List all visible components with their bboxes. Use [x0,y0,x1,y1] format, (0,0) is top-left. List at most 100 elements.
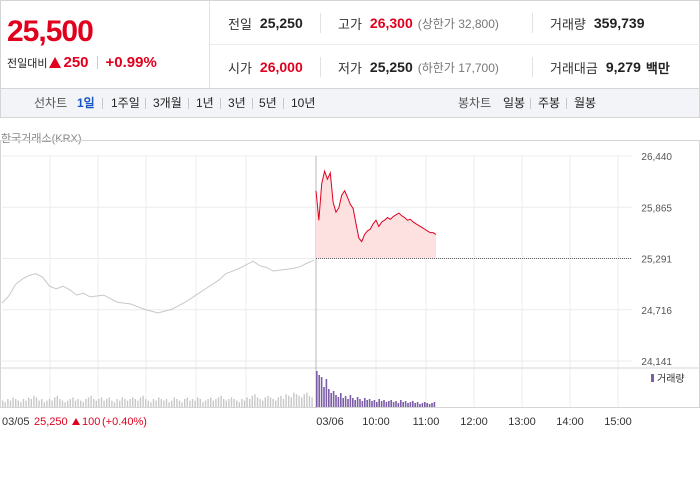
lower-limit: (하한가 17,700) [417,60,499,75]
volume-bar-prev [67,400,69,407]
prev-session-up-icon [72,418,80,425]
volume-bar-prev [282,399,285,407]
volume-bars [2,371,436,407]
open-label: 시가 [228,60,252,76]
volume-bar-today [397,403,400,407]
toolbar-divider [530,98,531,109]
period-1d[interactable]: 1일 [77,96,95,110]
volume-legend-swatch [651,374,654,382]
volume-bar-prev [51,400,53,407]
period-1y[interactable]: 1년 [196,96,214,110]
volume-bar-prev [207,399,209,407]
volume-bar-today [316,371,318,407]
volume-bar-today [361,401,364,407]
volume-bar-today [378,399,380,407]
volume-bar-prev [186,397,188,407]
volume-bar-prev [290,397,292,407]
price-lines [1,169,632,314]
volume-bar-prev [251,395,253,407]
x-tick-label: 14:00 [556,416,584,428]
volume-bar-prev [249,399,251,407]
prev-close-label: 전일 [228,16,252,32]
volume-bar-prev [56,395,58,407]
volume-bar-today [349,395,352,407]
volume-bar-prev [189,400,191,407]
volume-bar-prev [30,399,32,407]
amount-unit: 백만 [645,60,670,76]
volume-bar-prev [132,397,134,407]
volume-bar-prev [72,397,74,407]
volume-bar-prev [4,402,6,407]
period-3y[interactable]: 3년 [228,96,246,110]
volume-bar-prev [100,397,103,407]
volume-bar-prev [217,397,220,407]
chart-toolbar: 선차트 1일 1주일 3개월 1년 3년 5년 10년 봉차트 일봉 주봉 월봉 [0,88,700,118]
volume-bar-today [320,377,323,407]
candle-daily[interactable]: 일봉 [503,96,526,110]
period-10y[interactable]: 10년 [291,96,316,110]
volume-bar-prev [256,397,259,407]
volume-bar-today [354,400,356,407]
volume-bar-prev [269,397,272,407]
volume-bar-prev [82,402,84,407]
amount-value: 9,279 [605,59,641,75]
volume-bar-today [356,397,359,407]
volume-bar-prev [126,400,129,407]
prev-close-value: 25,250 [259,15,303,31]
prev-session-close: 25,250 [34,416,68,428]
volume-bar-prev [28,397,30,407]
current-price: 25,500 [7,15,94,48]
open-cell: 시가 26,000 [228,45,303,89]
volume-bar-prev [95,400,97,407]
volume-bar-today [433,402,436,407]
volume-bar-prev [12,397,14,407]
volume-bar-prev [74,400,77,407]
volume-bar-today [404,401,407,407]
high-label: 고가 [338,16,362,32]
intraday-chart: 26,440 25,865 25,291 24,716 24,141 거래량 03/06 10… [0,140,700,428]
volume-bar-prev [212,400,214,407]
period-5y[interactable]: 5년 [259,96,277,110]
candle-monthly[interactable]: 월봉 [574,96,597,110]
prev-session-pct: (+0.40%) [102,416,147,428]
volume-bar-today [371,401,373,407]
period-3m[interactable]: 3개월 [153,96,182,110]
volume-bar-prev [142,395,144,407]
volume-bar-today [428,404,431,407]
volume-bar-prev [69,399,71,407]
x-tick-label: 13:00 [508,416,536,428]
volume-bar-prev [2,400,4,407]
volume-legend-label: 거래량 [657,373,685,385]
volume-bar-prev [35,397,38,407]
y-tick-label: 25,291 [641,255,672,266]
volume-bar-prev [119,400,121,407]
volume-bar-prev [171,400,173,407]
volume-bar-prev [165,399,168,407]
toolbar-divider [145,98,146,109]
volume-value: 359,739 [593,15,645,31]
volume-bar-today [400,400,402,407]
volume-bar-prev [243,400,246,407]
volume-bar-prev [254,394,256,407]
volume-bar-prev [46,400,48,407]
volume-bar-prev [184,399,186,407]
volume-bar-today [388,401,390,407]
volume-bar-prev [108,397,110,407]
today-area-fill [316,171,436,259]
amount-label: 거래대금 [550,60,598,76]
volume-bar-prev [116,399,118,407]
info-row-1: 전일 25,250 고가 26,300 (상한가 32,800) 거래량 359… [210,1,700,45]
period-1w[interactable]: 1주일 [111,96,140,110]
toolbar-divider [283,98,284,109]
volume-bar-prev [106,399,108,407]
prev-session-date: 03/05 [2,416,30,428]
volume-bar-prev [210,397,212,407]
y-tick-label: 25,865 [641,203,672,214]
volume-bar-prev [202,402,204,407]
volume-bar-prev [295,394,298,407]
volume-bar-today [424,402,426,407]
stock-summary: 25,500 전일대비 250 +0.99% 전일 25,250 고가 26,3… [0,0,700,89]
volume-bar-prev [17,400,19,407]
volume-bar-today [347,399,349,407]
candle-weekly[interactable]: 주봉 [538,96,561,110]
